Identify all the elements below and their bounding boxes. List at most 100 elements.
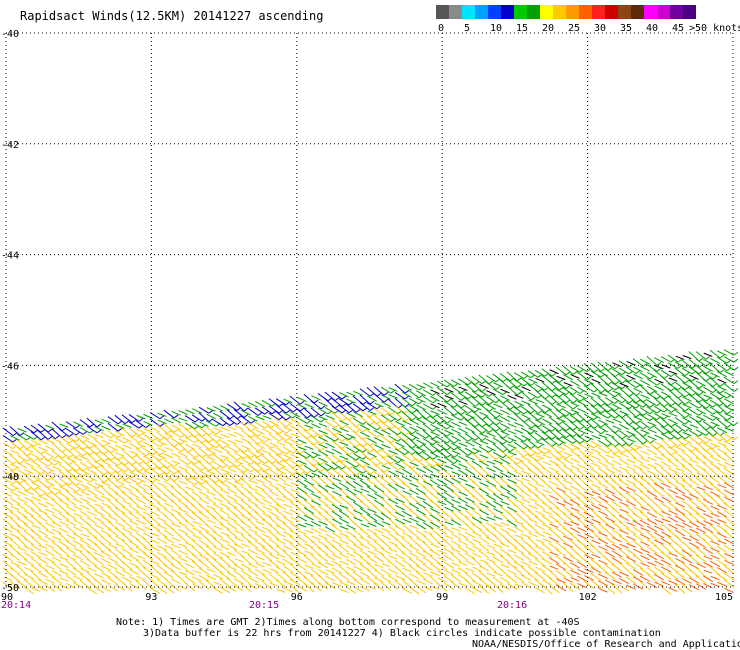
wind-barb — [296, 408, 308, 419]
wind-barb — [282, 411, 294, 419]
wind-barb — [556, 375, 566, 381]
wind-barb — [30, 535, 42, 546]
wind-barb — [296, 564, 308, 571]
wind-barb — [339, 553, 349, 559]
wind-barb — [632, 448, 644, 459]
wind-barb — [555, 380, 567, 389]
wind-barb — [121, 505, 133, 514]
wind-barb — [562, 505, 574, 515]
wind-barb — [710, 414, 720, 420]
wind-barb — [325, 442, 335, 449]
wind-barb-flag — [278, 409, 284, 414]
wind-barb — [296, 506, 308, 517]
wind-barb — [556, 437, 566, 444]
wind-barb — [163, 480, 175, 488]
wind-barb — [23, 502, 35, 510]
wind-barb-flag — [47, 435, 53, 440]
wind-barb-flag — [257, 453, 263, 458]
wind-barb — [338, 404, 350, 414]
wind-barb — [16, 530, 28, 541]
wind-barb-flag — [348, 409, 354, 414]
wind-barb — [674, 508, 686, 516]
wind-barb — [626, 438, 636, 443]
wind-barb — [101, 565, 111, 571]
wind-barb — [660, 531, 672, 538]
wind-barb — [219, 564, 231, 574]
wind-barb-flag — [551, 401, 557, 405]
wind-barb-flag — [208, 460, 214, 465]
wind-barb — [276, 588, 286, 593]
wind-barb — [689, 374, 699, 380]
wind-barb — [541, 551, 553, 558]
wind-barb — [450, 456, 462, 463]
wind-barb — [604, 480, 616, 489]
wind-barb — [268, 490, 280, 497]
wind-barb — [58, 532, 70, 543]
wind-barb — [598, 503, 608, 509]
wind-barb — [345, 466, 357, 476]
wind-barb — [135, 546, 147, 554]
wind-barb — [65, 447, 77, 458]
wind-barb — [458, 539, 468, 546]
wind-barb — [268, 426, 280, 435]
wind-barb — [688, 569, 700, 578]
wind-barb — [513, 441, 525, 450]
wind-barb-flag — [299, 407, 305, 412]
wind-barb-flag — [299, 462, 305, 467]
wind-barb — [409, 517, 419, 523]
wind-barb — [723, 445, 735, 456]
wind-barb — [506, 511, 518, 522]
wind-barb — [185, 443, 195, 450]
wind-barb-flag — [264, 438, 270, 443]
wind-barb — [122, 436, 132, 443]
wind-barb — [583, 580, 595, 589]
wind-barb — [157, 454, 167, 460]
wind-barb — [345, 425, 357, 433]
wind-barb — [457, 517, 469, 526]
wind-barb — [499, 400, 511, 410]
wind-barb — [640, 548, 650, 554]
wind-barb — [408, 404, 420, 412]
wind-barb-flag — [698, 398, 704, 403]
wind-barb — [346, 566, 356, 572]
wind-barb — [465, 531, 475, 538]
wind-barb — [275, 503, 287, 510]
wind-barb — [695, 574, 707, 585]
wind-barb — [275, 475, 287, 483]
wind-barb-flag — [194, 454, 200, 459]
wind-barb — [612, 579, 622, 585]
wind-barb — [331, 510, 343, 519]
wind-barb — [282, 530, 294, 537]
wind-barb — [640, 429, 650, 434]
wind-barb — [507, 443, 517, 449]
wind-barb — [591, 434, 601, 440]
wind-barb — [541, 502, 553, 509]
wind-barb — [703, 513, 713, 519]
wind-barb — [668, 552, 678, 557]
wind-barb-flag — [600, 389, 606, 394]
wind-barb — [535, 441, 545, 446]
wind-barb — [268, 433, 280, 442]
wind-barb — [2, 442, 14, 450]
wind-barb — [436, 492, 448, 500]
wind-barb — [352, 493, 364, 503]
wind-barb — [325, 575, 335, 582]
wind-barb — [331, 391, 343, 400]
wind-barb — [674, 388, 686, 398]
wind-barb-flag — [551, 394, 557, 398]
wind-barb — [86, 452, 98, 463]
wind-barb — [338, 572, 350, 581]
wind-barb — [359, 563, 371, 572]
wind-barb — [338, 433, 350, 441]
wind-barb — [661, 518, 671, 523]
wind-barb — [2, 484, 14, 492]
wind-barb — [269, 582, 279, 587]
wind-barb — [373, 555, 385, 563]
wind-barb — [555, 477, 567, 488]
wind-barb — [198, 567, 210, 575]
wind-barb — [401, 510, 413, 518]
wind-barb — [51, 491, 63, 501]
wind-barb — [388, 470, 398, 477]
wind-barb — [521, 477, 531, 482]
wind-barb — [247, 506, 259, 514]
